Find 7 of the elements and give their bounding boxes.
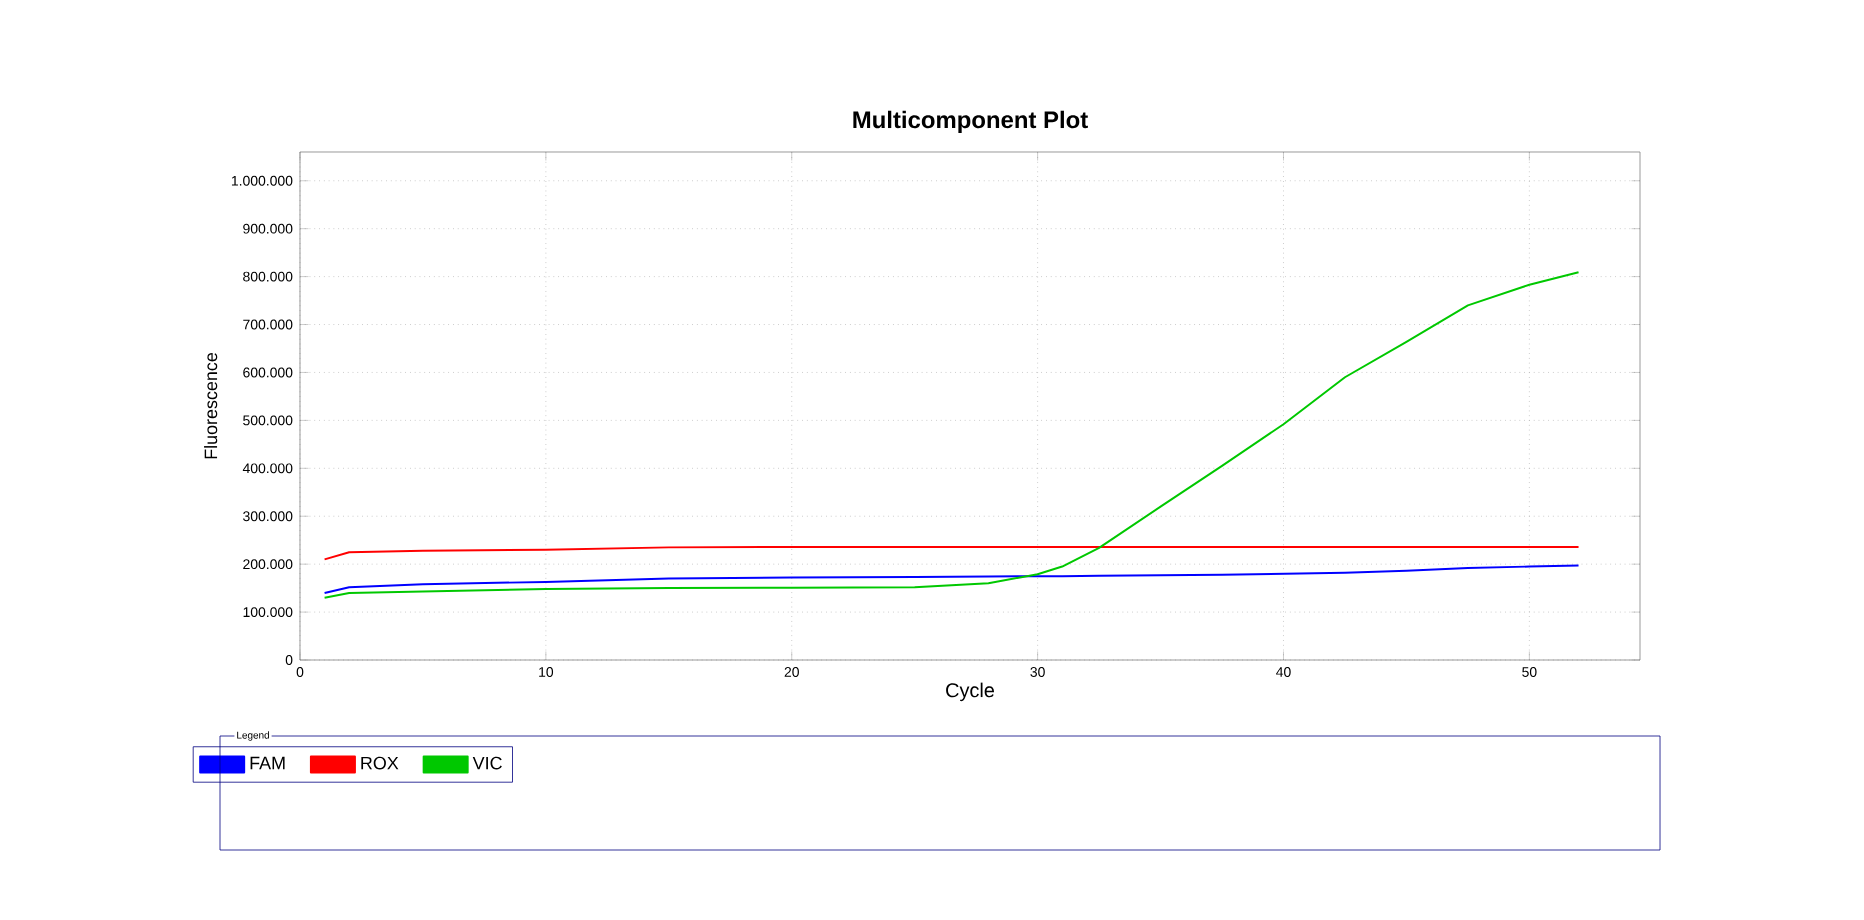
- legend-label: ROX: [361, 756, 399, 770]
- legend-label: VIC: [472, 756, 502, 770]
- line-series: [323, 271, 1580, 599]
- y-axis-title: Fluorescence: [204, 352, 218, 459]
- chart-title: Multicomponent Plot: [853, 110, 1088, 133]
- legend-label: FAM: [250, 756, 285, 770]
- x-axis-title: Cycle: [946, 682, 995, 702]
